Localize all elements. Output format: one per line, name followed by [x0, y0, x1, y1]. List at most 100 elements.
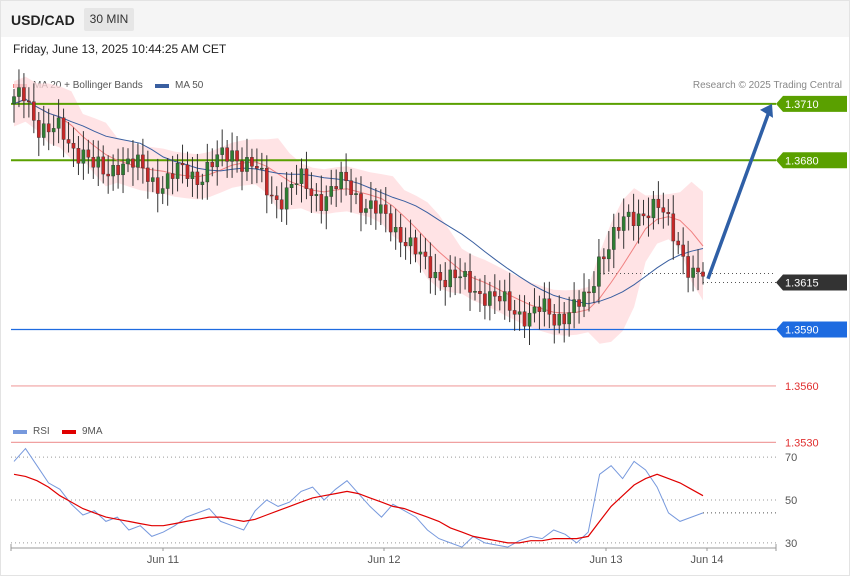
legend-ma50: MA 50	[155, 80, 203, 91]
level-label-1.3530: 1.3530	[785, 437, 819, 449]
candle-body	[517, 311, 522, 315]
candle-body	[126, 158, 130, 165]
candle-body	[225, 147, 229, 162]
candle-body	[210, 162, 215, 168]
candle-body	[299, 168, 304, 184]
candle-body	[131, 158, 135, 168]
candle-body	[175, 163, 180, 179]
candle-body	[527, 312, 532, 327]
candle-body	[488, 291, 492, 306]
candle-body	[46, 123, 51, 133]
level-tag-1.3590	[776, 321, 847, 338]
candle-body	[607, 249, 611, 260]
candle-body	[146, 167, 150, 182]
candle-body	[111, 165, 115, 177]
candle-body	[557, 313, 562, 326]
level-label-1.3590: 1.3590	[785, 325, 819, 337]
candle-body	[314, 194, 319, 196]
timeframe-badge[interactable]: 30 MIN	[84, 8, 134, 31]
candle-body	[572, 299, 576, 313]
candle-body	[180, 163, 185, 166]
candle-body	[86, 149, 91, 158]
candle-body	[438, 272, 443, 281]
candle-body	[160, 188, 165, 194]
candle-body	[448, 269, 453, 288]
candle-body	[354, 193, 358, 195]
candle-body	[334, 186, 338, 189]
candle-body	[17, 87, 21, 97]
candle-body	[691, 267, 695, 278]
rsi-line	[13, 447, 704, 548]
candle-body	[96, 156, 101, 168]
candle-body	[602, 256, 606, 260]
chart-datetime: Friday, June 13, 2025 10:44:25 AM CET	[13, 42, 227, 56]
candle-body	[542, 298, 547, 312]
candle-body	[51, 128, 56, 133]
candle-body	[255, 166, 259, 169]
candle-body	[22, 87, 26, 102]
candle-body	[264, 167, 269, 196]
candle-body	[319, 194, 324, 211]
candle-body	[701, 271, 705, 277]
candle-body	[686, 256, 690, 278]
candle-body	[552, 314, 557, 326]
x-tick-label: Jun 11	[147, 554, 179, 566]
instrument-symbol[interactable]: USD/CAD	[11, 12, 75, 28]
candle-body	[621, 216, 626, 231]
candle-body	[676, 240, 681, 246]
candle-body	[522, 311, 527, 327]
candle-body	[493, 291, 497, 297]
candle-body	[383, 204, 388, 214]
candle-body	[101, 156, 106, 175]
candle-body	[547, 298, 552, 315]
candle-body	[656, 198, 661, 208]
candle-body	[240, 160, 244, 172]
candle-body	[66, 139, 71, 144]
legend-rsi-ma: 9MA	[62, 426, 103, 437]
candle-body	[641, 213, 646, 217]
candle-body	[56, 117, 61, 129]
candle-body	[497, 296, 502, 302]
candle-body	[631, 211, 636, 227]
candle-body	[597, 256, 601, 287]
rsi-swatch	[13, 429, 27, 434]
candle-body	[408, 237, 413, 247]
candle-body	[374, 200, 378, 214]
candle-body	[279, 199, 284, 210]
candle-body	[611, 227, 616, 250]
candle-body	[71, 142, 76, 149]
candle-body	[205, 162, 210, 183]
candle-body	[577, 299, 581, 307]
candle-body	[473, 291, 477, 293]
ma50-line	[13, 98, 704, 305]
candle-body	[200, 181, 205, 185]
candle-body	[230, 150, 234, 162]
candle-body	[76, 148, 81, 164]
candle-body	[616, 227, 621, 231]
legend-rsi: RSI	[13, 426, 50, 437]
candle-body	[215, 154, 220, 168]
candle-body	[324, 196, 329, 211]
candle-body	[294, 183, 299, 185]
x-tick-label: Jun 13	[589, 554, 622, 566]
candle-body	[587, 291, 591, 294]
candle-body	[141, 154, 145, 169]
candle-body	[245, 157, 249, 172]
candle-body	[329, 186, 334, 197]
candle-body	[220, 147, 224, 155]
candle-body	[433, 272, 438, 279]
candle-body	[41, 123, 46, 138]
level-tag-1.3710	[776, 95, 847, 112]
forecast-arrow-head	[760, 103, 773, 118]
rsi-label: RSI	[33, 426, 50, 437]
candle-body	[250, 157, 254, 167]
candle-body	[344, 171, 348, 181]
candle-body	[502, 291, 507, 302]
rsi-tick-70: 70	[785, 452, 797, 464]
header-bar: USD/CAD 30 MIN	[1, 1, 849, 37]
candle-body	[562, 313, 567, 325]
forecast-arrow-shaft	[706, 111, 771, 280]
rsi-ma-swatch	[62, 429, 76, 434]
candle-body	[671, 213, 676, 242]
